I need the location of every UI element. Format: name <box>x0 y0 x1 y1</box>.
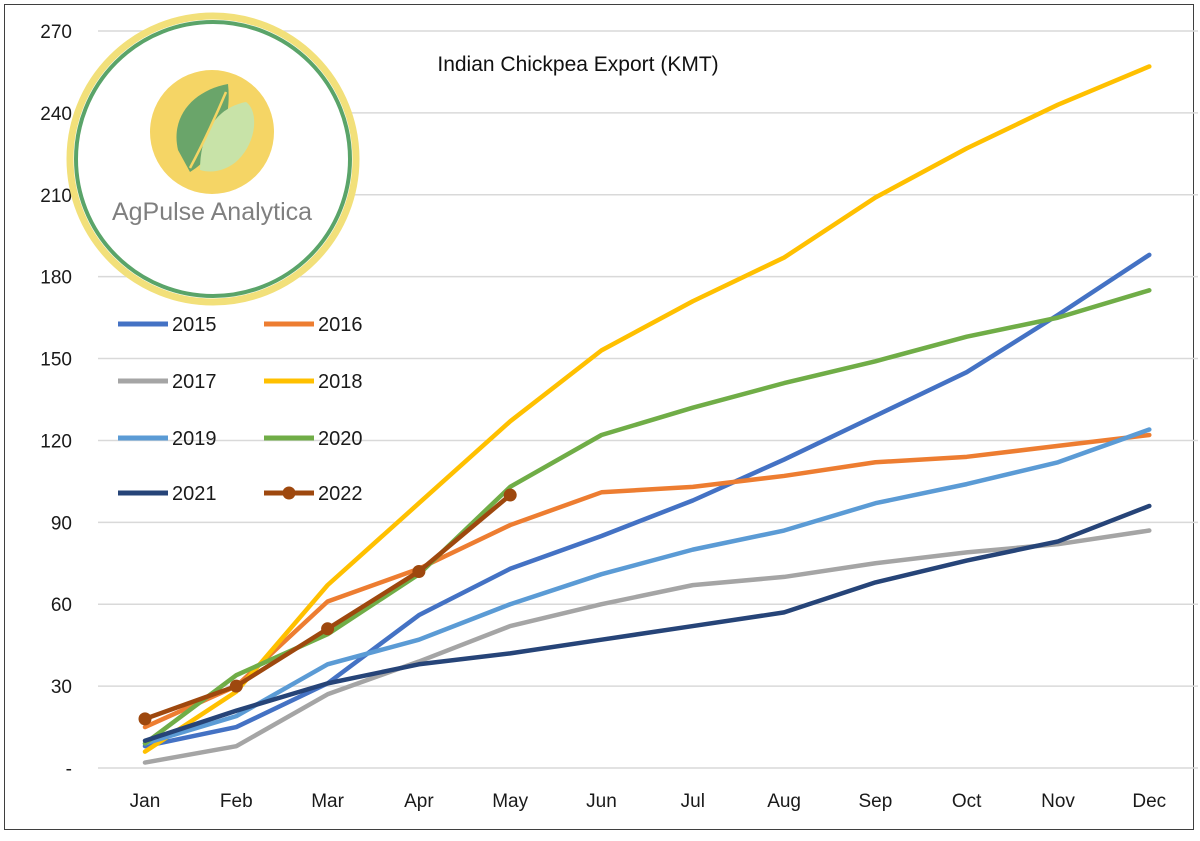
x-tick-label: Jan <box>130 791 161 812</box>
legend-label: 2016 <box>318 314 363 336</box>
series-line-2016 <box>142 432 1152 730</box>
legend: 2015 2016 2017 2018 2019 2020 2021 2022 <box>118 314 363 505</box>
x-tick-label: Dec <box>1132 791 1166 812</box>
series-2021 <box>142 503 1152 743</box>
y-tick-label: 150 <box>40 350 72 371</box>
legend-item-2021: 2021 <box>118 483 217 505</box>
x-tick-label: Nov <box>1041 791 1075 812</box>
series-line-2018 <box>142 64 1152 754</box>
x-tick-label: Jul <box>681 791 705 812</box>
y-tick-label: 60 <box>51 595 72 616</box>
data-point <box>138 712 152 726</box>
series-lines <box>138 64 1152 765</box>
series-2017 <box>142 528 1152 765</box>
legend-label: 2021 <box>172 483 217 505</box>
y-tick-label: - <box>66 759 72 780</box>
legend-item-2019: 2019 <box>118 428 217 450</box>
series-2015 <box>142 252 1152 749</box>
series-line-2021 <box>142 503 1152 743</box>
series-line-2019 <box>142 427 1152 746</box>
agpulse-logo: AgPulse Analytica <box>66 12 360 306</box>
series-line-2015 <box>142 252 1152 749</box>
data-point <box>321 622 335 636</box>
x-axis-tick-labels: Jan Feb Mar Apr May Jun Jul Aug Sep Oct Nov Dec <box>130 791 1167 812</box>
data-point <box>503 488 517 502</box>
series-line-2017 <box>142 528 1152 765</box>
legend-item-2018: 2018 <box>264 371 363 393</box>
legend-label: 2022 <box>318 483 363 505</box>
y-tick-label: 120 <box>40 431 72 452</box>
x-tick-label: Apr <box>404 791 434 812</box>
legend-label: 2019 <box>172 428 217 450</box>
series-2020 <box>142 288 1152 746</box>
logo-leaf-icon <box>176 84 229 172</box>
y-tick-label: 210 <box>40 186 72 207</box>
legend-label: 2017 <box>172 371 217 393</box>
series-2018 <box>142 64 1152 754</box>
y-tick-label: 240 <box>40 104 72 125</box>
logo-inner-ring <box>74 20 352 298</box>
y-tick-label: 90 <box>51 513 72 534</box>
y-tick-label: 270 <box>40 22 72 43</box>
y-tick-label: 180 <box>40 268 72 289</box>
legend-label: 2015 <box>172 314 217 336</box>
legend-marker <box>282 486 296 500</box>
x-tick-label: Sep <box>858 791 892 812</box>
series-line-2020 <box>142 288 1152 746</box>
data-point <box>229 679 243 693</box>
x-tick-label: May <box>492 791 528 812</box>
x-tick-label: Oct <box>952 791 982 812</box>
chart-title: Indian Chickpea Export (KMT) <box>437 53 718 76</box>
x-tick-label: Jun <box>586 791 617 812</box>
series-2016 <box>142 432 1152 730</box>
legend-item-2020: 2020 <box>264 428 363 450</box>
legend-label: 2018 <box>318 371 363 393</box>
legend-label: 2020 <box>318 428 363 450</box>
logo-leaf-vein <box>188 91 228 169</box>
x-tick-label: Mar <box>311 791 344 812</box>
y-tick-label: 30 <box>51 677 72 698</box>
data-point <box>412 564 426 578</box>
y-axis-tick-labels: - 30 60 90 120 150 180 210 240 270 <box>40 22 72 780</box>
series-2022 <box>138 488 517 726</box>
logo-text: AgPulse Analytica <box>112 198 312 226</box>
x-tick-label: Aug <box>767 791 801 812</box>
legend-item-2016: 2016 <box>264 314 363 336</box>
logo-leaf-light-icon <box>200 102 255 172</box>
legend-item-2022: 2022 <box>264 483 363 505</box>
legend-item-2015: 2015 <box>118 314 217 336</box>
legend-item-2017: 2017 <box>118 371 217 393</box>
series-2019 <box>142 427 1152 746</box>
x-tick-label: Feb <box>220 791 253 812</box>
